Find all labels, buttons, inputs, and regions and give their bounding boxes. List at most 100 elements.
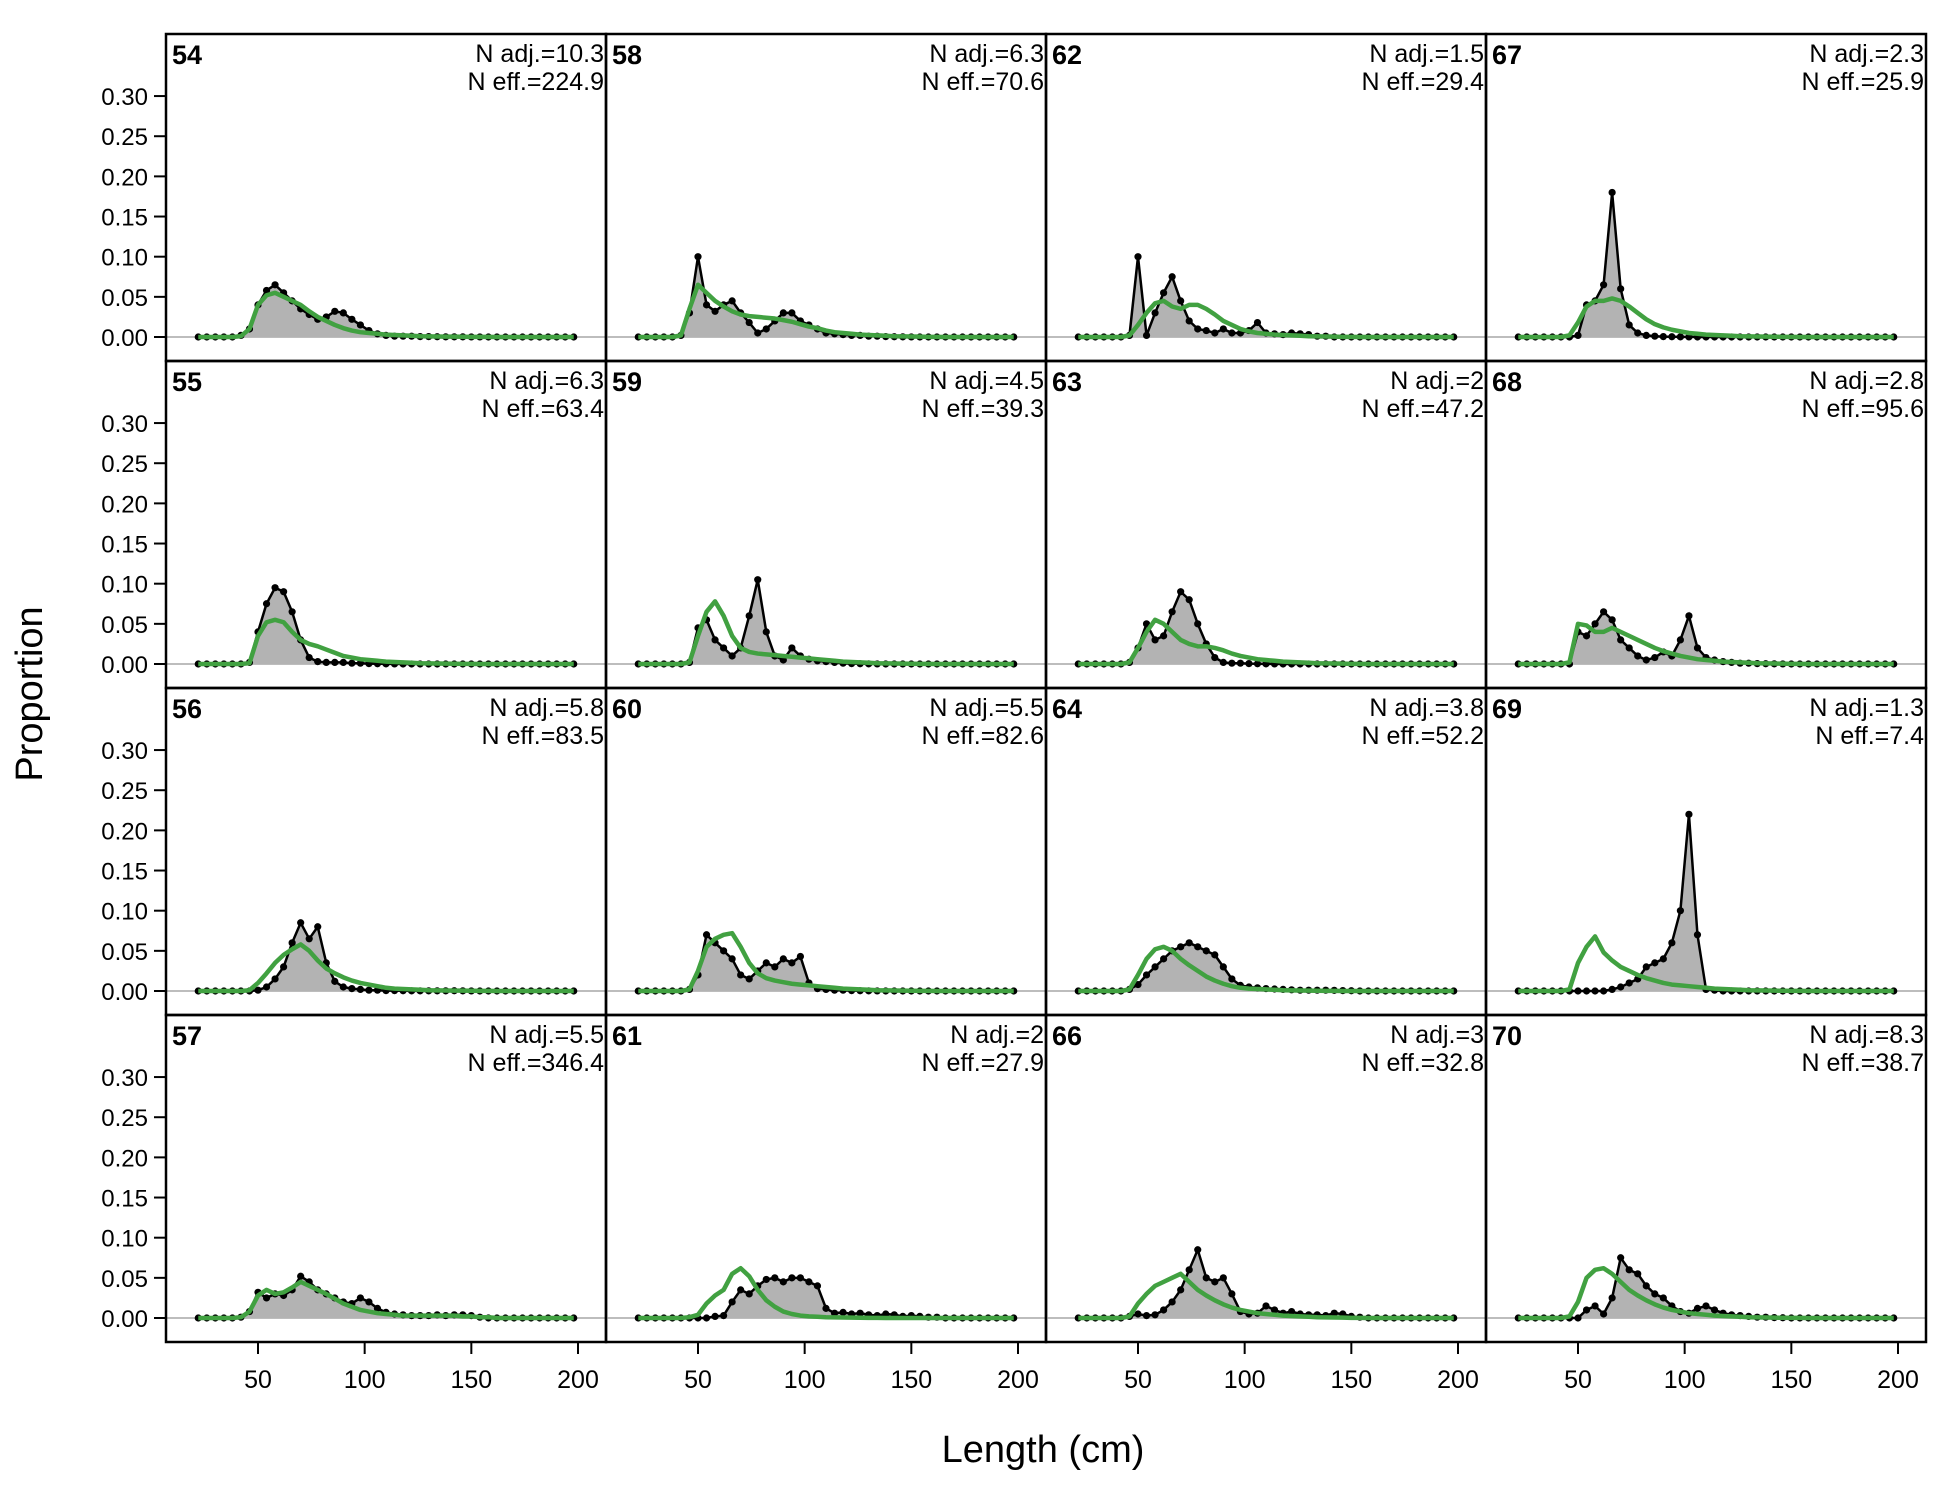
- observed-point: [262, 286, 271, 295]
- panel-60: 60 N adj.=5.5N eff.=82.6: [604, 686, 1048, 1017]
- x-tick-label: 200: [1437, 1366, 1479, 1394]
- panel-56: 56 N adj.=5.8N eff.=83.5 0.00 0.05 0.10 0.15 0…: [101, 686, 608, 1017]
- observed-point: [771, 1274, 779, 1282]
- observed-point: [1202, 947, 1210, 955]
- y-tick-label: 0.00: [101, 325, 148, 352]
- y-tick-label: 0.25: [101, 778, 148, 805]
- observed-point: [711, 1312, 719, 1320]
- observed-point: [1142, 331, 1151, 339]
- expected-line: [1078, 298, 1454, 340]
- observed-point: [737, 1286, 745, 1294]
- panel-66: 66 N adj.=3N eff.=32.8 50 100 150 200: [1044, 1013, 1488, 1394]
- n-adj-label: N adj.=2: [950, 1021, 1044, 1049]
- x-axis-label: Length (cm): [942, 1429, 1145, 1471]
- observed-point: [796, 1274, 805, 1282]
- observed-point: [1591, 987, 1599, 995]
- observed-point: [339, 658, 347, 666]
- observed-point: [1617, 1254, 1625, 1262]
- observed-point: [762, 959, 770, 967]
- observed-point: [1245, 659, 1253, 668]
- panel-label: 57: [172, 1021, 202, 1051]
- observed-point: [754, 329, 762, 337]
- observed-point: [745, 975, 753, 983]
- observed-point: [702, 1314, 711, 1322]
- observed-point: [373, 1304, 382, 1312]
- observed-point: [830, 1309, 839, 1317]
- observed-point: [720, 1311, 728, 1320]
- n-eff-label: N eff.=38.7: [1801, 1049, 1924, 1077]
- observed-point: [694, 253, 702, 261]
- y-tick-label: 0.05: [101, 939, 148, 966]
- observed-point: [1228, 975, 1236, 983]
- observed-point: [1177, 297, 1185, 305]
- n-adj-label: N adj.=2.3: [1809, 40, 1924, 68]
- observed-point: [839, 1308, 847, 1316]
- observed-point: [271, 281, 279, 289]
- panel-58: 58 N adj.=6.3N eff.=70.6: [604, 32, 1048, 363]
- panels-layer: 54 N adj.=10.3N eff.=224.9 0.00 0.05 0.10 0.1…: [101, 32, 1928, 1394]
- observed-point: [1202, 326, 1210, 335]
- panel-61: 61 N adj.=2N eff.=27.9 50 100 150 200: [604, 1013, 1048, 1394]
- x-tick-label: 50: [244, 1366, 272, 1394]
- observed-point: [271, 975, 279, 983]
- observed-area: [198, 1276, 574, 1318]
- observed-point: [288, 939, 296, 947]
- observed-point: [822, 1304, 830, 1312]
- observed-point: [788, 644, 796, 652]
- y-tick-label: 0.05: [101, 1266, 148, 1293]
- observed-point: [745, 318, 753, 327]
- observed-point: [1211, 653, 1219, 662]
- observed-area: [638, 256, 1014, 337]
- observed-point: [728, 297, 736, 305]
- observed-point: [1617, 636, 1625, 644]
- observed-point: [1177, 1286, 1185, 1294]
- observed-point: [1168, 608, 1176, 616]
- observed-point: [1608, 1294, 1616, 1302]
- observed-point: [1185, 939, 1193, 947]
- y-tick-label: 0.20: [101, 1145, 148, 1172]
- observed-point: [728, 1298, 736, 1306]
- observed-point: [1659, 1294, 1667, 1302]
- y-tick-label: 0.05: [101, 612, 148, 639]
- observed-point: [1151, 1311, 1159, 1319]
- y-tick-label: 0.15: [101, 532, 148, 559]
- observed-point: [1151, 309, 1159, 317]
- observed-point: [1591, 620, 1599, 628]
- observed-point: [788, 1274, 796, 1282]
- observed-point: [745, 1290, 753, 1298]
- observed-point: [720, 644, 728, 652]
- observed-point: [1676, 333, 1684, 341]
- observed-point: [1219, 658, 1227, 666]
- x-tick-label: 100: [344, 1366, 386, 1394]
- observed-point: [771, 963, 779, 971]
- expected-line: [198, 942, 574, 994]
- observed-point: [1651, 653, 1659, 662]
- observed-area: [1518, 192, 1894, 337]
- observed-point: [1676, 636, 1684, 644]
- observed-point: [1177, 588, 1185, 596]
- observed-point: [1625, 979, 1633, 987]
- observed-point: [331, 658, 339, 666]
- observed-point: [1693, 1304, 1702, 1312]
- panel-label: 56: [172, 694, 202, 724]
- observed-point: [779, 1278, 787, 1286]
- observed-point: [288, 608, 296, 616]
- x-tick-label: 100: [1664, 1366, 1706, 1394]
- observed-point: [1262, 1302, 1270, 1310]
- y-tick-label: 0.30: [101, 411, 148, 438]
- y-tick-label: 0.25: [101, 451, 148, 478]
- observed-point: [297, 919, 305, 927]
- observed-point: [796, 952, 805, 961]
- observed-point: [1608, 188, 1616, 197]
- n-adj-label: N adj.=8.3: [1809, 1021, 1924, 1049]
- observed-point: [1608, 985, 1616, 993]
- observed-point: [779, 309, 787, 317]
- observed-point: [1685, 612, 1693, 620]
- observed-point: [728, 652, 736, 660]
- observed-point: [305, 935, 313, 943]
- observed-point: [1574, 331, 1582, 339]
- expected-line: [1518, 296, 1894, 340]
- observed-point: [1134, 1310, 1142, 1318]
- observed-point: [297, 1272, 305, 1280]
- observed-point: [365, 986, 373, 994]
